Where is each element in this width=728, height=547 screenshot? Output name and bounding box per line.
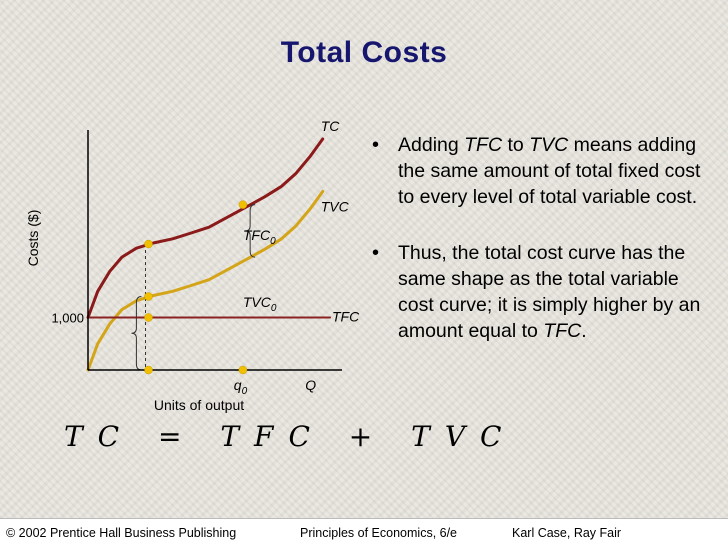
footer-book-title: Principles of Economics, 6/e (300, 526, 458, 540)
annotation-tvc: TVC0 (243, 294, 277, 314)
bullet-2-tfc: TFC (543, 320, 582, 342)
curves-layer (86, 137, 331, 372)
x-tick-subscript: 0 (242, 386, 248, 397)
bullet-1-tfc: TFC (464, 134, 503, 156)
bullet-item-2: • Thus, the total cost curve has the same… (370, 240, 715, 344)
brace-2 (245, 204, 256, 258)
marker-point-1 (144, 239, 153, 249)
markers-layer (144, 200, 248, 375)
y-tick-label-1: 1,000 (51, 311, 84, 326)
bullet-marker: • (372, 242, 380, 264)
bullet-1-text-b: to (502, 134, 530, 156)
series-line-tvc (86, 190, 325, 372)
slide-title: Total Costs (280, 36, 448, 69)
series-label-tvc: TVC (321, 199, 350, 215)
y-axis-title: Costs ($) (25, 210, 41, 267)
bullet-item-1: • Adding TFC to TVC means adding the same… (370, 132, 715, 210)
x-tick-label-1: q0 (234, 377, 248, 397)
total-costs-chart: TC TVC TFC 1,000 q0 Q Units of output Costs ($)… (25, 118, 360, 413)
annotation-tfc: TFC0 (243, 227, 276, 247)
x-tick-label-2: Q (305, 377, 316, 393)
series-label-tfc: TFC (332, 309, 360, 325)
marker-point-6 (238, 365, 248, 375)
footer-authors: Karl Case, Ray Fair (512, 526, 622, 540)
labels-layer: TC TVC TFC 1,000 q0 Q Units of output Costs ($)… (25, 118, 360, 413)
annotation-subscript: 0 (271, 303, 277, 314)
brackets-layer (131, 204, 256, 371)
bullet-1-text-a: Adding (398, 134, 465, 156)
bullet-1-text-c: means adding the same amount of total fi… (398, 134, 701, 208)
bullet-1-tvc: TVC (529, 134, 569, 156)
marker-point-5 (238, 200, 248, 209)
footer-copyright: © 2002 Prentice Hall Business Publishing (6, 526, 237, 540)
axes-layer (87, 130, 342, 371)
marker-point-4 (144, 365, 153, 375)
annotation-subscript: 0 (270, 236, 276, 247)
bullet-2-text-b: . (581, 320, 587, 342)
bullet-marker: • (372, 134, 380, 156)
marker-point-3 (144, 313, 153, 322)
bullet-2-text-a: Thus, the total cost curve has the same … (398, 242, 701, 342)
x-axis-title: Units of output (154, 397, 244, 413)
footer-bar: © 2002 Prentice Hall Business Publishing… (0, 518, 728, 547)
series-line-tc (86, 137, 325, 319)
cost-equation: TC = TFC + TVC (64, 420, 517, 453)
marker-point-2 (144, 292, 153, 301)
series-label-tc: TC (321, 118, 341, 134)
bullet-list: • Adding TFC to TVC means adding the same… (370, 132, 715, 374)
brace-1 (131, 296, 142, 371)
